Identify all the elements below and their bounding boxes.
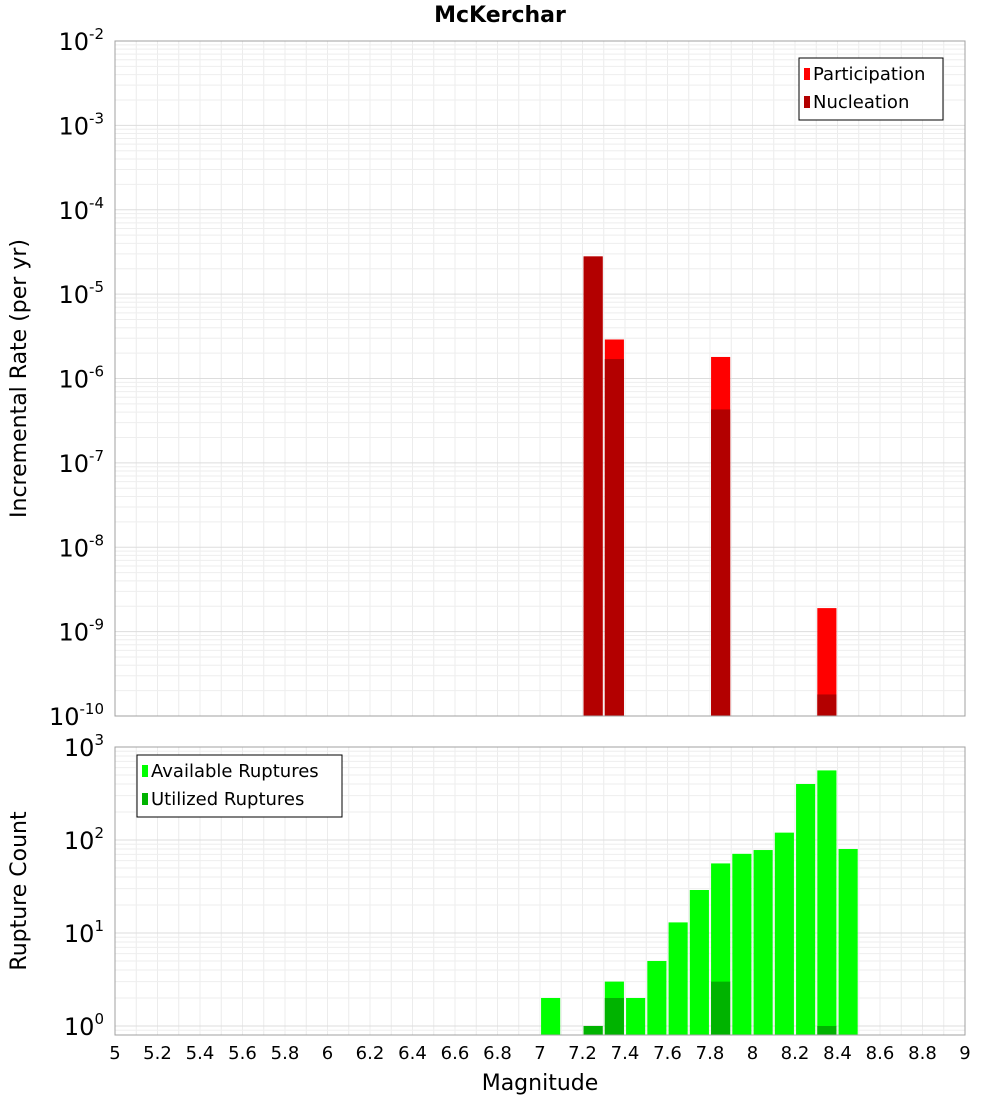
legend-box (136, 754, 343, 818)
x-axis-label: Magnitude (482, 1071, 599, 1096)
bar (796, 784, 816, 1035)
bar (604, 359, 624, 716)
legend-swatch (142, 793, 148, 805)
legend-label: Participation (813, 64, 925, 85)
grid-lines (114, 40, 966, 717)
bar (732, 853, 752, 1035)
legend-box (798, 57, 944, 121)
x-tick-label: 7.2 (568, 1043, 597, 1064)
bar (711, 981, 731, 1035)
x-tick-label: 6 (322, 1043, 333, 1064)
y-tick-label: 10-3 (58, 109, 104, 140)
x-tick-label: 5.2 (143, 1043, 172, 1064)
bar (626, 997, 646, 1035)
y-tick-label: 102 (64, 824, 104, 855)
bar (753, 850, 773, 1035)
rate-panel: 10-10 10-9 10-8 10-7 10-6 10-5 10-4 10-3 10-2 Inc… (7, 25, 966, 731)
x-tick-label: 8.4 (823, 1043, 852, 1064)
bar (817, 1025, 837, 1035)
y-tick-label: 100 (64, 1010, 104, 1041)
x-tick-label: 5.4 (186, 1043, 215, 1064)
plot-border (114, 746, 966, 1036)
x-tick-label: 7 (534, 1043, 545, 1064)
y-axis-label: Rupture Count (7, 811, 32, 971)
x-tick-label: 7.4 (611, 1043, 640, 1064)
y-tick-label: 10-2 (58, 25, 104, 56)
bar (774, 832, 794, 1035)
bar (711, 409, 731, 716)
bar (604, 997, 624, 1035)
legend-swatch (804, 96, 810, 108)
x-tick-label: 5.8 (271, 1043, 300, 1064)
x-tick-label: 8 (747, 1043, 758, 1064)
chart-title: McKerchar (434, 3, 566, 28)
bar (541, 997, 561, 1035)
x-tick-label: 5.6 (228, 1043, 257, 1064)
x-axis: 5 5.2 5.4 5.6 5.8 6 6.2 6.4 6.6 6.8 7 7.2 7.4 7.6 7.8 8… (109, 1043, 970, 1064)
x-tick-label: 8.2 (781, 1043, 810, 1064)
bar (817, 694, 837, 716)
y-tick-label: 10-5 (58, 278, 104, 309)
y-axis: 10-10 10-9 10-8 10-7 10-6 10-5 10-4 10-3 10-2 (49, 25, 104, 731)
legend-swatch (142, 765, 148, 777)
y-axis: 100 101 102 103 (64, 731, 104, 1041)
x-tick-label: 6.2 (356, 1043, 385, 1064)
legend-label: Nucleation (813, 92, 909, 113)
bar (583, 1025, 603, 1035)
plot-border (114, 40, 966, 717)
count-panel: 100 101 102 103 Rupture Count Available Ruptu… (7, 731, 966, 1041)
y-tick-label: 10-4 (58, 194, 104, 225)
x-tick-label: 6.4 (398, 1043, 427, 1064)
x-tick-label: 8.6 (866, 1043, 895, 1064)
legend-label: Utilized Ruptures (151, 789, 304, 810)
legend-swatch (804, 68, 810, 80)
y-tick-label: 103 (64, 731, 104, 762)
series-nucleation (583, 256, 837, 716)
x-tick-label: 7.8 (696, 1043, 725, 1064)
x-tick-label: 6.6 (441, 1043, 470, 1064)
legend-label: Available Ruptures (151, 761, 319, 782)
legend: Participation Nucleation (798, 57, 944, 121)
bar (647, 960, 667, 1035)
bar (583, 256, 603, 716)
y-tick-label: 101 (64, 917, 104, 948)
y-tick-label: 10-7 (58, 447, 104, 478)
x-tick-label: 8.8 (908, 1043, 937, 1064)
x-tick-label: 6.8 (483, 1043, 512, 1064)
bar (689, 889, 709, 1035)
y-tick-label: 10-6 (58, 363, 104, 394)
legend: Available Ruptures Utilized Ruptures (136, 754, 343, 818)
y-tick-label: 10-10 (49, 700, 104, 731)
bar (817, 770, 837, 1035)
series-utilized-ruptures (583, 981, 837, 1035)
x-tick-label: 9 (959, 1043, 970, 1064)
bar (838, 849, 858, 1035)
y-tick-label: 10-9 (58, 616, 104, 647)
x-tick-label: 7.6 (653, 1043, 682, 1064)
bar (668, 922, 688, 1035)
bar (817, 608, 837, 716)
y-tick-label: 10-8 (58, 531, 104, 562)
x-tick-label: 5 (109, 1043, 120, 1064)
y-axis-label: Incremental Rate (per yr) (7, 239, 32, 518)
